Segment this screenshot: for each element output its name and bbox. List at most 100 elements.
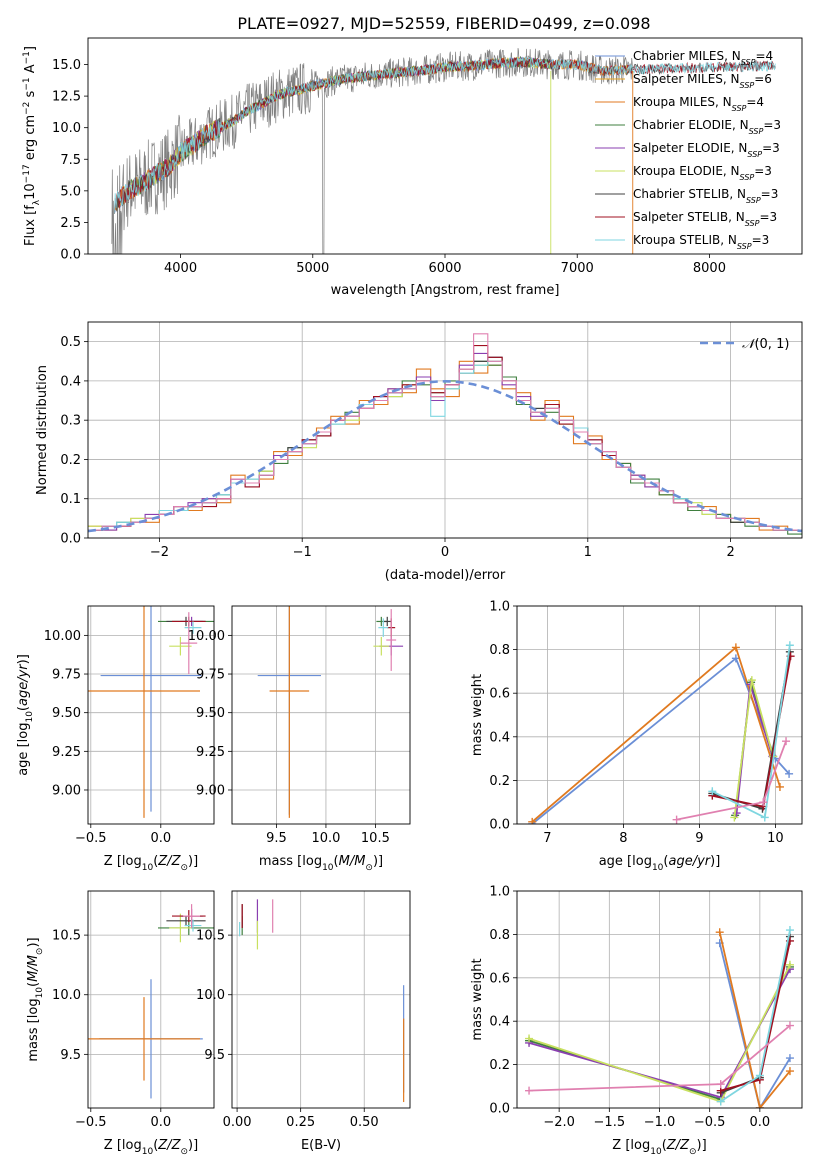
series-pink bbox=[525, 1021, 794, 1095]
axes-frame bbox=[231, 890, 411, 1109]
errorbar-point-kroupa-miles bbox=[88, 606, 200, 818]
errorbar-point-kroupa-stelib bbox=[184, 919, 202, 932]
x-axis-label: Z [log10(Z/Z⊙)] bbox=[104, 1138, 198, 1157]
errorbar-point-chabrier-stelib bbox=[166, 916, 206, 926]
mass-vs-Z-points bbox=[88, 904, 214, 1099]
axes-frame bbox=[87, 605, 215, 825]
label-part: −17 bbox=[22, 164, 32, 183]
y-tick-label: 1.0 bbox=[489, 600, 510, 615]
series-line bbox=[718, 931, 791, 1108]
axes-frame bbox=[87, 321, 803, 539]
label-part: ] bbox=[23, 46, 38, 51]
y-tick-label: 10.0 bbox=[52, 988, 81, 1003]
data-point-marker bbox=[785, 1054, 794, 1063]
normal-curve bbox=[88, 379, 802, 533]
y-tick-label: 10.5 bbox=[52, 929, 81, 944]
y-tick-label: 7.5 bbox=[60, 153, 81, 168]
age-vs-mass-panel: 9.5 10.0 10.5 9.00 9.25 9.50 9.75 10.00 mass [lo… bbox=[188, 605, 411, 873]
label-part: −2 bbox=[22, 102, 32, 115]
spectrum-panel: 4000 5000 6000 7000 8000 0.0 2.5 5.0 7.5 10.0 12.5… bbox=[22, 37, 803, 298]
y-tick-label: 0.6 bbox=[489, 687, 510, 702]
x-tick-label: −0.5 bbox=[75, 831, 107, 846]
label-part: 10 bbox=[652, 863, 664, 873]
label-part: λ bbox=[32, 199, 42, 205]
legend-label-text: Salpeter STELIB, N bbox=[633, 210, 745, 224]
label-part: −1 bbox=[22, 51, 32, 64]
legend-label: Kroupa MILES, NSSP=4 bbox=[633, 95, 764, 113]
x-tick-label: 9.5 bbox=[266, 831, 287, 846]
y-tick-label: 0.4 bbox=[489, 1015, 510, 1030]
y-tick-label: 9.5 bbox=[60, 1048, 81, 1063]
data-point-marker bbox=[715, 928, 724, 937]
model-spectrum-kroupa-stelib bbox=[114, 56, 776, 214]
data-point-marker bbox=[785, 1067, 794, 1076]
y-axis-label: Flux [fλ10−17 erg cm−2 s−1 A−1] bbox=[22, 46, 42, 246]
x-axis-label: (data-model)/error bbox=[385, 568, 506, 583]
data-point-marker bbox=[755, 1104, 764, 1108]
series-kroupa-miles bbox=[715, 928, 794, 1108]
label-part: ) bbox=[373, 854, 378, 869]
legend-label-sub: SSP bbox=[740, 81, 755, 90]
y-tick-label: 0.8 bbox=[489, 928, 510, 943]
y-tick-label: 9.75 bbox=[196, 668, 225, 683]
label-part: Z/Z bbox=[666, 1138, 690, 1153]
figure-title: PLATE=0927, MJD=52559, FIBERID=0499, z=0… bbox=[237, 14, 650, 33]
legend-label-sub: SSP bbox=[745, 219, 760, 228]
label-part: ⊙ bbox=[180, 863, 188, 873]
y-tick-label: 10.0 bbox=[196, 988, 225, 1003]
mass-weight-vs-Z-series bbox=[525, 926, 794, 1108]
x-tick-label: −0.5 bbox=[694, 1115, 726, 1130]
x-axis-label: mass [log10(M/M⊙)] bbox=[259, 854, 383, 873]
data-point-marker bbox=[760, 813, 769, 822]
x-tick-label: 0.00 bbox=[223, 1115, 252, 1130]
x-tick-label: 0.25 bbox=[286, 1115, 315, 1130]
label-part: ( bbox=[334, 854, 339, 869]
label-part: 10 bbox=[322, 863, 334, 873]
y-tick-label: 0.0 bbox=[60, 248, 81, 263]
errorbar-point-kroupa-stelib bbox=[378, 618, 389, 637]
label-part: M/M bbox=[339, 854, 366, 869]
data-point-marker bbox=[716, 1080, 725, 1089]
y-tick-label: 10.00 bbox=[188, 629, 225, 644]
label-part: Z/Z bbox=[157, 854, 181, 869]
x-tick-label: 1 bbox=[584, 545, 592, 560]
plots: 4000 5000 6000 7000 80000.02.55.07.510.012.5… bbox=[16, 37, 803, 1157]
y-tick-label: 0.2 bbox=[60, 453, 81, 468]
x-tick-label: 2 bbox=[726, 545, 734, 560]
legend-label: Chabrier MILES, NSSP=4 bbox=[633, 49, 773, 67]
label-part: ( bbox=[663, 854, 668, 869]
label-part: Z/Z bbox=[157, 1138, 181, 1153]
label-part: E(B-V) bbox=[301, 1138, 341, 1153]
legend-label: Kroupa ELODIE, NSSP=3 bbox=[633, 164, 772, 182]
errorbar-point-chabrier-stelib bbox=[383, 616, 392, 627]
x-tick-label: −2.0 bbox=[543, 1115, 575, 1130]
label-part: log bbox=[632, 854, 652, 869]
legend-label-sub: SSP bbox=[732, 104, 747, 113]
label-part: log bbox=[122, 1138, 142, 1153]
label-part: ⊙ bbox=[35, 948, 45, 956]
label-part: age [ bbox=[599, 854, 632, 869]
y-tick-label: 9.25 bbox=[196, 745, 225, 760]
histogram-pink bbox=[88, 333, 802, 531]
data-point-marker bbox=[716, 1097, 725, 1106]
errorbar-point-pink bbox=[183, 904, 200, 928]
x-tick-label: 8000 bbox=[693, 261, 726, 276]
model-spectrum-salpeter-stelib bbox=[114, 57, 776, 214]
label-part: 10 bbox=[142, 1147, 154, 1157]
y-tick-label: 0.2 bbox=[489, 1058, 510, 1073]
y-tick-label: 0.1 bbox=[60, 492, 81, 507]
label-part: log bbox=[16, 723, 31, 743]
label-part: ) bbox=[710, 854, 715, 869]
legend-label-text: Chabrier STELIB, N bbox=[633, 187, 746, 201]
axes-frame bbox=[516, 890, 803, 1109]
errorbar-point-kroupa-miles bbox=[88, 997, 200, 1081]
x-axis-label: wavelength [Angstrom, rest frame] bbox=[331, 283, 560, 298]
label-part: ⊙ bbox=[180, 1147, 188, 1157]
legend-label: Salpeter ELODIE, NSSP=3 bbox=[633, 141, 780, 159]
data-point-marker bbox=[730, 813, 739, 822]
y-tick-label: 9.5 bbox=[204, 1048, 225, 1063]
y-tick-label: 15.0 bbox=[52, 58, 81, 73]
data-point-marker bbox=[785, 641, 794, 650]
mass-vs-ebv-panel: 0.00 0.25 0.50 9.5 10.0 10.5 E(B-V) bbox=[196, 890, 411, 1153]
